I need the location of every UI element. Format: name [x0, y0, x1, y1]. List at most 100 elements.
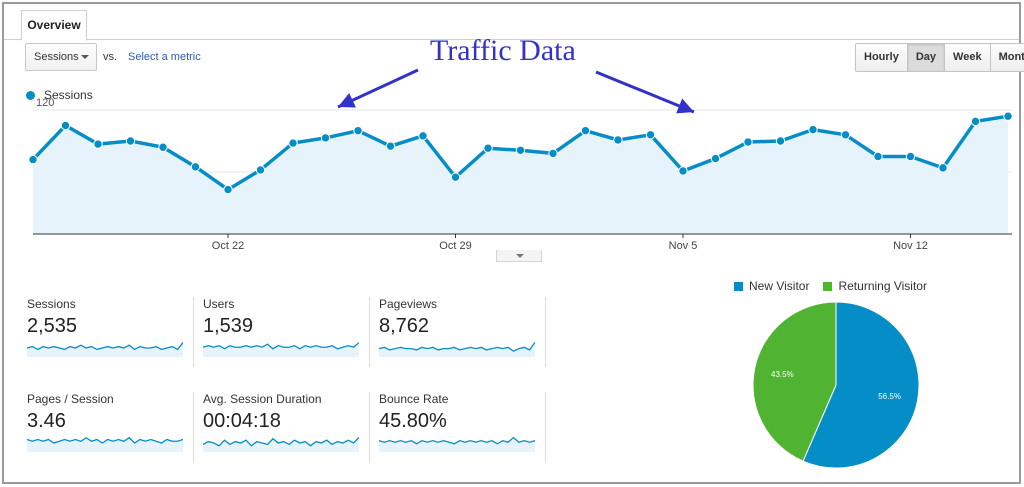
sessions-point[interactable]	[483, 143, 493, 153]
sessions-point[interactable]	[645, 130, 656, 140]
pie-legend-returning-visitor: Returning Visitor	[823, 279, 927, 293]
metric-value: 8,762	[379, 315, 430, 337]
sessions-point[interactable]	[93, 139, 103, 149]
visitor-pie-chart: 56.5% 43.5%	[752, 301, 920, 469]
metric-sparkline	[203, 436, 359, 452]
annotation-arrow-left-head	[338, 93, 356, 108]
select-metric-link[interactable]: Select a metric	[128, 51, 201, 63]
sessions-point[interactable]	[873, 151, 883, 162]
sessions-point[interactable]	[158, 142, 168, 152]
x-tick-label: Nov 5	[669, 240, 698, 252]
metric-sparkline	[203, 342, 359, 357]
pie-slice-label: 56.5%	[878, 392, 901, 401]
sessions-point[interactable]	[548, 148, 558, 159]
metric-tile[interactable]: Users 1,539	[203, 297, 363, 369]
sessions-point[interactable]	[1003, 111, 1013, 121]
sparkline-line	[203, 342, 359, 350]
sessions-point[interactable]	[970, 116, 981, 127]
sessions-point[interactable]	[385, 141, 396, 151]
tab-strip: Overview	[4, 4, 1019, 41]
sessions-point[interactable]	[938, 163, 948, 173]
sparkline-area	[27, 437, 183, 452]
metric-sparkline	[379, 436, 535, 452]
annotation-title: Traffic Data	[430, 34, 576, 67]
sessions-area	[33, 116, 1008, 234]
sparkline-line	[27, 342, 183, 351]
returning-visitor-swatch	[823, 281, 833, 291]
metric-divider	[369, 392, 370, 462]
metric-value: 00:04:18	[203, 410, 281, 432]
sessions-point[interactable]	[255, 165, 266, 175]
sparkline-area	[203, 342, 359, 357]
sessions-point[interactable]	[125, 136, 136, 146]
metric-sparkline	[27, 436, 183, 452]
returning-visitor-label: Returning Visitor	[838, 279, 927, 293]
metric-tile[interactable]: Pageviews 8,762	[379, 297, 539, 369]
sparkline-line	[27, 436, 183, 444]
chevron-down-icon	[81, 55, 89, 59]
sessions-point[interactable]	[678, 166, 688, 176]
metric-divider	[193, 297, 194, 367]
sessions-point[interactable]	[418, 131, 428, 141]
metric-select[interactable]: Sessions	[25, 43, 97, 71]
metric-value: 2,535	[27, 315, 78, 337]
sessions-point[interactable]	[320, 133, 331, 143]
metric-value: 3.46	[27, 410, 66, 432]
sessions-point[interactable]	[450, 172, 461, 182]
sessions-point[interactable]	[840, 130, 851, 140]
sessions-point[interactable]	[190, 162, 201, 172]
sessions-point[interactable]	[223, 184, 233, 195]
metric-divider	[369, 297, 370, 367]
sessions-point[interactable]	[515, 145, 526, 156]
sparkline-area	[379, 437, 535, 452]
metric-label: Pageviews	[379, 297, 438, 311]
metric-label: Avg. Session Duration	[203, 392, 322, 406]
pie-slice[interactable]	[752, 301, 837, 462]
chevron-down-icon	[516, 254, 524, 258]
metric-tile[interactable]: Sessions 2,535	[27, 297, 187, 369]
metric-value: 1,539	[203, 315, 254, 337]
metric-tile[interactable]: Pages / Session 3.46	[27, 392, 187, 464]
sessions-point[interactable]	[808, 124, 818, 135]
period-hourly-button[interactable]: Hourly	[856, 44, 908, 71]
metric-value: 45.80%	[379, 410, 447, 432]
sparkline-line	[203, 436, 359, 447]
annotation-arrow-right	[595, 70, 695, 114]
metric-sparkline	[27, 342, 183, 357]
sessions-point[interactable]	[775, 136, 786, 146]
sessions-point[interactable]	[580, 125, 591, 136]
pie-slice-label: 43.5%	[771, 370, 794, 379]
metric-label: Pages / Session	[27, 392, 114, 406]
y-tick-label: 120	[36, 97, 54, 109]
sessions-point[interactable]	[743, 137, 753, 147]
sessions-point[interactable]	[28, 154, 38, 165]
tab-overview[interactable]: Overview	[21, 10, 87, 41]
sessions-point[interactable]	[353, 125, 363, 136]
period-day-button[interactable]: Day	[907, 44, 946, 71]
period-month-button[interactable]: Month	[990, 44, 1024, 71]
sparkline-area	[379, 342, 535, 357]
sessions-point[interactable]	[613, 135, 623, 145]
sessions-point[interactable]	[905, 151, 916, 162]
sessions-point[interactable]	[288, 138, 298, 148]
pie-legend-new-visitor: New Visitor	[734, 279, 809, 293]
period-toggle-group: Hourly Day Week Month	[855, 43, 1024, 72]
chart-legend: Sessions	[26, 88, 93, 102]
pie-slice[interactable]	[802, 301, 920, 469]
sessions-point[interactable]	[710, 153, 721, 164]
metric-divider	[545, 392, 546, 462]
metric-divider	[545, 297, 546, 367]
metric-tile[interactable]: Bounce Rate 45.80%	[379, 392, 539, 464]
chart-collapse-handle[interactable]	[496, 250, 542, 262]
metric-label: Bounce Rate	[379, 392, 449, 406]
sessions-point[interactable]	[60, 120, 71, 131]
x-tick-label: Nov 12	[893, 240, 928, 252]
sparkline-line	[379, 436, 535, 445]
x-tick-label: Oct 29	[439, 240, 471, 252]
metric-label: Users	[203, 297, 235, 311]
metric-tile[interactable]: Avg. Session Duration 00:04:18	[203, 392, 363, 464]
period-week-button[interactable]: Week	[945, 44, 991, 71]
x-tick-label: Oct 22	[212, 240, 244, 252]
